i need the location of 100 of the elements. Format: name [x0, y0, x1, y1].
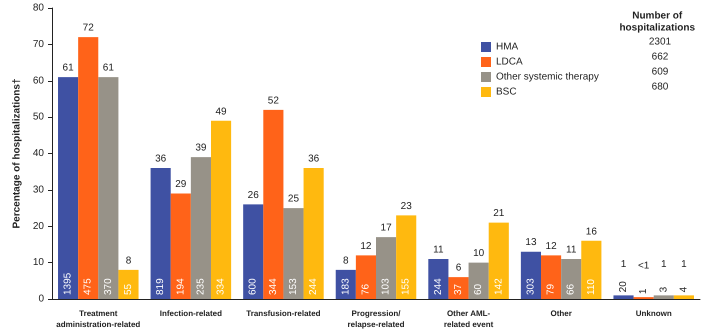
data-label: 25: [288, 194, 300, 205]
bar: [561, 258, 582, 299]
x-tick-label: Treatment administration-related: [56, 309, 140, 329]
bar: [150, 168, 171, 299]
bar: [356, 255, 376, 299]
bar: [243, 204, 264, 299]
annotation: 183: [340, 278, 352, 295]
annotation: 609: [652, 66, 669, 78]
annotation: 142: [493, 278, 504, 295]
annotation: 20: [618, 280, 630, 292]
bar: [58, 77, 78, 299]
x-tick-label: Infection-related: [160, 309, 222, 318]
data-label: 1: [681, 258, 688, 270]
data-label: 29: [175, 179, 187, 190]
annotation: 334: [216, 278, 227, 295]
data-label: 36: [308, 154, 320, 165]
legend-label: LDCA: [496, 56, 524, 68]
annotation: 303: [525, 278, 536, 295]
bar: [336, 270, 356, 299]
bar: [304, 168, 324, 299]
annotation: 2301: [648, 36, 672, 48]
annotation: 370: [102, 278, 114, 295]
bar: [263, 110, 284, 299]
data-label: 11: [566, 244, 577, 256]
bar: [520, 252, 542, 299]
bar: [98, 77, 118, 299]
bar: [654, 295, 674, 299]
data-label: 36: [155, 154, 167, 165]
y-tick-label: 70: [32, 38, 44, 50]
bar: [581, 240, 602, 299]
annotation: 662: [652, 52, 669, 62]
data-label: 1: [661, 258, 667, 270]
bar: [674, 295, 694, 299]
y-tick-label: 50: [32, 112, 44, 123]
bar: [488, 222, 509, 299]
annotation: 194: [175, 278, 186, 295]
data-label: 26: [248, 190, 260, 201]
data-label: 12: [360, 240, 372, 252]
x-tick-label: Other AML- related event: [444, 309, 494, 329]
data-label: 6: [456, 262, 462, 274]
annotation: 3: [658, 286, 670, 292]
data-label: 72: [82, 22, 94, 34]
data-label: 11: [433, 244, 444, 256]
y-tick-label: 80: [32, 2, 44, 14]
data-label: 10: [473, 248, 485, 260]
annotation: 1395: [62, 272, 74, 295]
y-tick-label: 40: [32, 148, 44, 159]
bar: [428, 258, 448, 299]
data-label: 49: [215, 106, 228, 118]
annotation: 344: [268, 278, 279, 295]
y-tick-label: 0: [38, 294, 44, 304]
data-label: 8: [343, 255, 350, 266]
x-tick-label: Progression/ relapse-related: [348, 309, 405, 329]
annotation: 76: [360, 283, 372, 295]
annotation: 244: [432, 278, 444, 295]
data-label: 61: [62, 62, 74, 74]
bar: [613, 295, 634, 299]
data-label: 12: [546, 240, 558, 252]
annotation: 475: [82, 278, 94, 295]
data-label: 39: [195, 142, 207, 154]
annotation: 244: [308, 278, 320, 295]
annotation: 4: [678, 286, 690, 292]
annotation: 235: [195, 278, 206, 295]
legend-label: HMA: [496, 42, 519, 52]
y-axis-title: Percentage of hospitalizations†: [11, 78, 22, 229]
data-label: 23: [400, 200, 412, 212]
bar: [118, 270, 139, 299]
data-label: 16: [586, 226, 598, 238]
bar: [448, 277, 469, 299]
annotation: 60: [473, 283, 484, 295]
bar: [170, 194, 191, 299]
legend-label: BSC: [496, 86, 517, 98]
annotation: 103: [380, 278, 392, 295]
annotation: 79: [546, 283, 557, 295]
data-label: 61: [102, 62, 114, 74]
bar: [78, 37, 98, 299]
legend-title: Number of hospitalizations: [619, 10, 696, 34]
data-label: <1: [638, 260, 650, 272]
bar: [376, 237, 396, 299]
bar: [283, 208, 304, 299]
data-label: 1: [620, 258, 627, 270]
annotation: 110: [586, 278, 597, 295]
annotation: 1: [638, 288, 650, 294]
data-label: 8: [126, 255, 132, 266]
data-label: 17: [380, 222, 392, 234]
annotation: 66: [566, 283, 577, 295]
x-tick-label: Transfusion-related: [246, 309, 321, 318]
x-tick-label: Unknown: [636, 309, 672, 318]
data-label: 52: [268, 95, 280, 106]
annotation: 155: [400, 278, 412, 295]
bar: [210, 120, 232, 299]
bar: [396, 215, 416, 299]
y-tick-label: 60: [32, 75, 44, 86]
data-label: 21: [493, 208, 505, 220]
legend-label: Other systemic therapy: [496, 72, 599, 82]
annotation: 37: [453, 283, 464, 295]
x-tick-label: Other: [550, 309, 572, 318]
y-tick-label: 30: [32, 184, 44, 196]
annotation: 600: [248, 278, 259, 295]
data-label: 13: [525, 237, 537, 248]
